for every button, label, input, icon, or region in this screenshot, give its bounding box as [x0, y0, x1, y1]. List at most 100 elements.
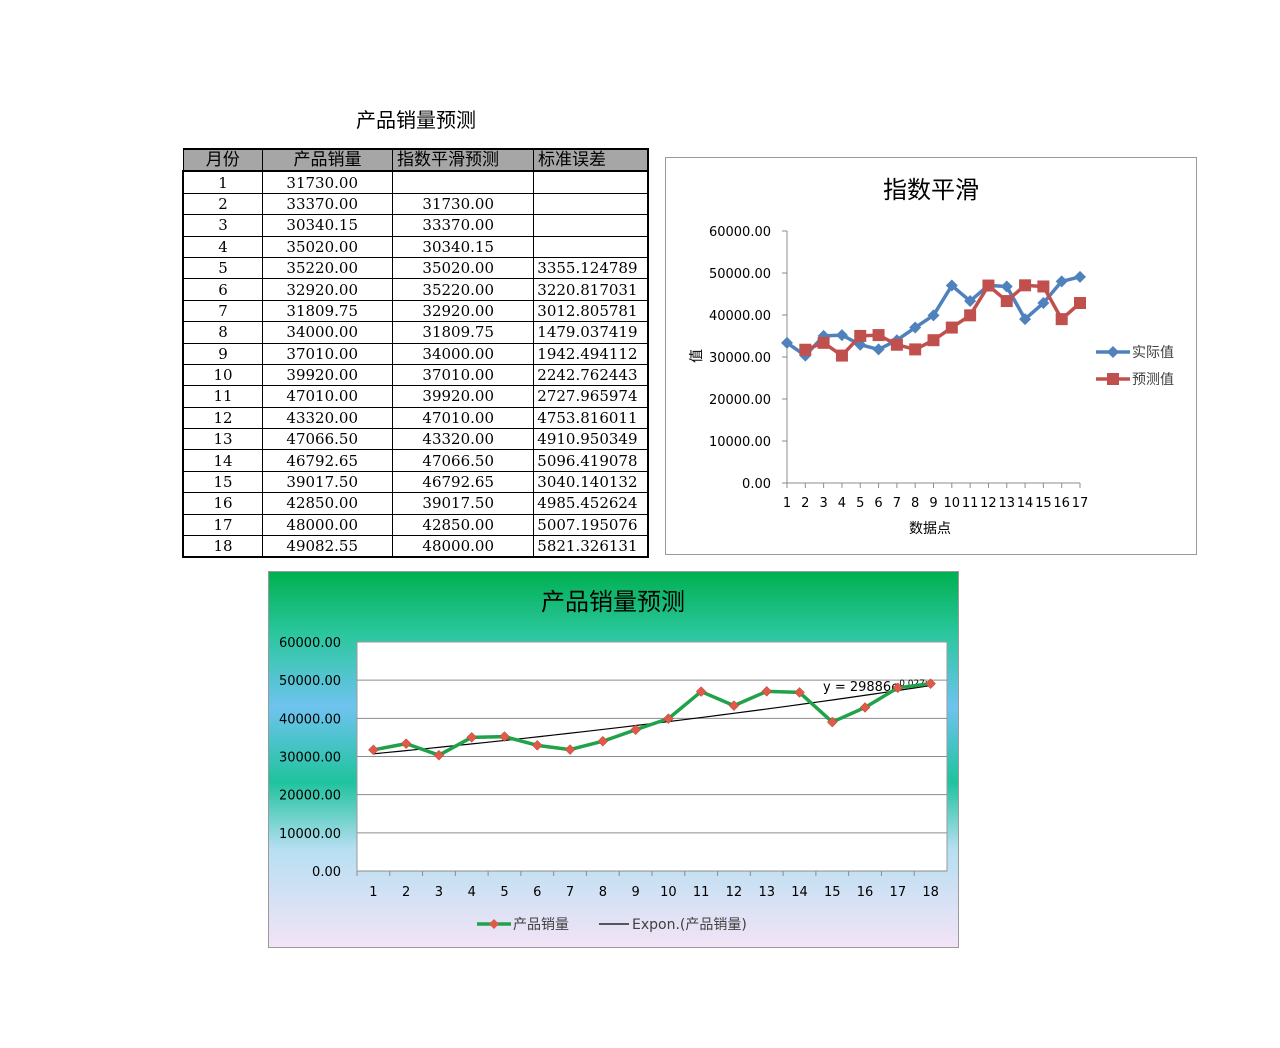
- y-tick-label: 50000.00: [279, 674, 341, 689]
- x-tick-label: 6: [533, 885, 541, 900]
- table-cell: 3355.124789: [533, 256, 649, 280]
- table-row: 11 47010.00 39920.00 2727.965974: [182, 385, 649, 408]
- table-cell: 32920.00: [392, 299, 534, 323]
- table-cell: 2242.762443: [533, 363, 649, 387]
- table-cell: 34000.00: [392, 342, 534, 365]
- legend-trendline-label: Expon.(产品销量): [632, 917, 747, 933]
- table-cell: 35020.00: [262, 235, 393, 258]
- data-point: [499, 731, 510, 742]
- table-cell: 37010.00: [392, 363, 534, 387]
- y-tick-label: 60000.00: [279, 636, 341, 651]
- table-cell: 1479.037419: [533, 321, 649, 344]
- table-row: 16 42850.00 39017.50 4985.452624: [182, 492, 649, 515]
- data-point: [859, 702, 871, 713]
- table-row: 17 48000.00 42850.00 5007.195076: [182, 513, 649, 537]
- y-tick-label: 60000.00: [709, 225, 771, 240]
- data-point: [1055, 275, 1068, 288]
- table-cell: 46792.65: [392, 470, 534, 494]
- table-row: 12 43320.00 47010.00 4753.816011: [182, 406, 649, 430]
- x-tick-label: 4: [838, 496, 846, 511]
- x-tick-label: 18: [922, 885, 939, 900]
- y-tick-label: 10000.00: [709, 435, 771, 450]
- table-row: 15 39017.50 46792.65 3040.140132: [182, 470, 649, 494]
- data-point: [817, 336, 830, 349]
- column-header: 月份: [182, 147, 263, 173]
- data-point: [872, 329, 885, 342]
- table-body: 1 31730.00 2 33370.00 31730.00 3 30340.15 33370…: [182, 170, 649, 559]
- x-tick-label: 8: [911, 496, 919, 511]
- data-point: [597, 735, 609, 747]
- table-cell: 33370.00: [262, 192, 393, 216]
- table-cell: 5821.326131: [533, 535, 649, 559]
- table-row: 8 34000.00 31809.75 1479.037419: [182, 321, 649, 344]
- table-cell: 9: [182, 342, 263, 365]
- x-tick-label: 10: [944, 496, 961, 511]
- x-tick-label: 15: [824, 885, 841, 900]
- data-point: [761, 686, 773, 697]
- trendline-equation-base: y = 29886e: [823, 680, 899, 695]
- data-point: [794, 687, 805, 698]
- sales-forecast-chart: 产品销量预测 0.00 10000.00 20000.00 30000.00 40000…: [268, 571, 959, 948]
- y-tick-label: 10000.00: [279, 827, 341, 842]
- chart-title: 指数平滑: [883, 176, 979, 204]
- x-tick-label: 4: [468, 885, 476, 900]
- table-cell: 33370.00: [392, 214, 534, 237]
- table-cell: 5096.419078: [533, 449, 649, 472]
- table-cell: [533, 214, 649, 237]
- column-header: 标准误差: [533, 147, 649, 173]
- y-tick-label: 0.00: [312, 865, 341, 880]
- data-point: [835, 349, 848, 362]
- data-point: [854, 329, 867, 342]
- table-cell: 48000.00: [262, 513, 393, 537]
- table-row: 7 31809.75 32920.00 3012.805781: [182, 299, 649, 323]
- x-tick-label: 3: [435, 885, 443, 900]
- y-tick-label: 20000.00: [279, 789, 341, 804]
- data-point: [663, 713, 674, 724]
- legend-label: 产品销量: [513, 917, 569, 933]
- table-cell: 10: [182, 363, 263, 387]
- table-cell: 11: [182, 385, 263, 408]
- x-tick-label: 16: [1053, 496, 1070, 511]
- table-cell: 3220.817031: [533, 278, 649, 301]
- table-cell: 30340.15: [392, 235, 534, 258]
- table-cell: [533, 192, 649, 216]
- table-cell: 5: [182, 256, 263, 280]
- y-tick-label: 40000.00: [709, 309, 771, 324]
- table-row: 3 30340.15 33370.00: [182, 214, 649, 237]
- x-tick-label: 7: [566, 885, 574, 900]
- data-point: [1019, 279, 1032, 292]
- table-cell: 47066.50: [262, 428, 393, 451]
- table-cell: 32920.00: [262, 278, 393, 301]
- table-cell: 39017.50: [392, 492, 534, 515]
- table-cell: [392, 170, 534, 194]
- table-cell: 1: [182, 170, 263, 194]
- x-tick-label: 12: [980, 496, 997, 511]
- x-tick-label: 13: [998, 496, 1015, 511]
- x-tick-label: 5: [500, 885, 508, 900]
- data-point: [909, 343, 922, 356]
- table-cell: 39017.50: [262, 470, 393, 494]
- table-cell: 43320.00: [262, 406, 393, 430]
- column-header: 产品销量: [262, 147, 393, 173]
- table-row: 6 32920.00 35220.00 3220.817031: [182, 278, 649, 301]
- table-cell: 3040.140132: [533, 470, 649, 494]
- table-cell: 31730.00: [392, 192, 534, 216]
- data-point: [909, 321, 922, 334]
- x-tick-label: 3: [819, 496, 827, 511]
- table-row: 2 33370.00 31730.00: [182, 192, 649, 216]
- table-cell: 31809.75: [262, 299, 393, 323]
- table-cell: 4: [182, 235, 263, 258]
- data-point: [368, 744, 379, 756]
- data-point: [945, 279, 958, 292]
- table-cell: 31730.00: [262, 170, 393, 194]
- x-tick-label: 11: [962, 496, 979, 511]
- table-cell: 43320.00: [392, 428, 534, 451]
- x-tick-label: 14: [791, 885, 808, 900]
- x-tick-label: 1: [783, 496, 791, 511]
- legend-marker: [1107, 373, 1119, 385]
- table-cell: 42850.00: [262, 492, 393, 515]
- table-cell: 4985.452624: [533, 492, 649, 515]
- data-point: [892, 682, 904, 694]
- y-tick-label: 20000.00: [709, 393, 771, 408]
- exponential-smoothing-chart: 指数平滑 数据点 值 0.00 10000.00 20000.00 30000.00 4…: [665, 157, 1197, 555]
